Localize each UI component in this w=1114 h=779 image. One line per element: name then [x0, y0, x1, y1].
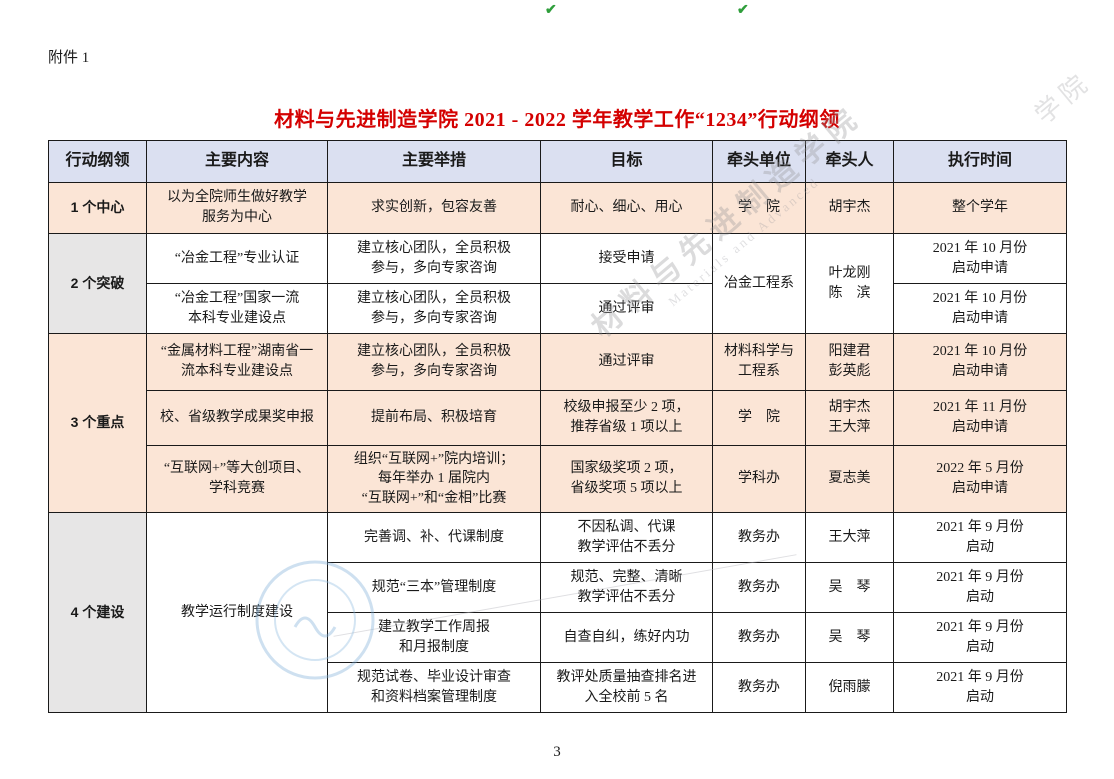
- table-row: 校、省级教学成果奖申报 提前布局、积极培育 校级申报至少 2 项， 推荐省级 1…: [49, 390, 1067, 446]
- cell-lead-unit: 冶金工程系: [712, 233, 806, 334]
- cell-time: 2021 年 10 月份 启动申请: [893, 233, 1067, 284]
- cell-content: 以为全院师生做好教学 服务为中心: [146, 182, 328, 234]
- header-main-measures: 主要举措: [327, 140, 541, 183]
- cell-measure: 规范“三本”管理制度: [327, 562, 541, 613]
- cell-lead-person: 叶龙刚 陈 滨: [805, 233, 894, 334]
- header-goal: 目标: [540, 140, 713, 183]
- cell-measure: 建立核心团队，全员积极 参与，多向专家咨询: [327, 333, 541, 391]
- cell-lead-unit: 学 院: [712, 390, 806, 446]
- cell-lead-person: 倪雨朦: [805, 662, 894, 713]
- cell-goal: 接受申请: [540, 233, 713, 284]
- table-row: 3 个重点 “金属材料工程”湖南省一 流本科专业建设点 建立核心团队，全员积极 …: [48, 333, 1067, 513]
- cell-time: 2021 年 10 月份 启动申请: [893, 283, 1067, 334]
- cell-content: “金属材料工程”湖南省一 流本科专业建设点: [146, 333, 328, 391]
- cell-lead-person: 夏志美: [805, 445, 894, 513]
- cell-lead-person: 吴 琴: [805, 562, 894, 613]
- cell-time: 2022 年 5 月份 启动申请: [893, 445, 1067, 513]
- cell-measure: 建立教学工作周报 和月报制度: [327, 612, 541, 663]
- cell-measure: 规范试卷、毕业设计审查 和资料档案管理制度: [327, 662, 541, 713]
- page-number: 3: [553, 744, 561, 760]
- cell-lead-person: 阳建君 彭英彪: [805, 333, 894, 391]
- cell-time: 整个学年: [893, 182, 1067, 234]
- cell-lead-unit: 教务办: [712, 612, 806, 663]
- cell-time: 2021 年 11 月份 启动申请: [893, 390, 1067, 446]
- cell-lead-unit: 材料科学与 工程系: [712, 333, 806, 391]
- cell-time: 2021 年 9 月份 启动: [893, 612, 1067, 663]
- cell-measure: 建立核心团队，全员积极 参与，多向专家咨询: [327, 233, 541, 284]
- cell-goal: 教评处质量抽查排名进 入全校前 5 名: [540, 662, 713, 713]
- cell-goal: 国家级奖项 2 项， 省级奖项 5 项以上: [540, 445, 713, 513]
- green-check-icon: ✔: [737, 3, 749, 18]
- cell-content: “互联网+”等大创项目、 学科竞赛: [146, 445, 328, 513]
- attachment-label: 附件 1: [48, 50, 90, 66]
- section-label-1-center: 1 个中心: [48, 182, 147, 234]
- table-row: 2 个突破 “冶金工程”专业认证 建立核心团队，全员积极 参与，多向专家咨询 接…: [48, 233, 1067, 334]
- section-label-3-priorities: 3 个重点: [48, 333, 147, 513]
- section-label-4-constructions: 4 个建设: [48, 512, 147, 713]
- cell-measure: 组织“互联网+”院内培训； 每年举办 1 届院内 “互联网+”和“金相”比赛: [327, 445, 541, 513]
- header-main-content: 主要内容: [146, 140, 328, 183]
- header-lead-unit: 牵头单位: [712, 140, 806, 183]
- cell-lead-person: 吴 琴: [805, 612, 894, 663]
- cell-lead-unit: 教务办: [712, 662, 806, 713]
- table-row: 1 个中心 以为全院师生做好教学 服务为中心 求实创新，包容友善 耐心、细心、用…: [48, 182, 1067, 234]
- cell-goal: 不因私调、代课 教学评估不丢分: [540, 512, 713, 563]
- cell-measure: 完善调、补、代课制度: [327, 512, 541, 563]
- cell-lead-unit: 教务办: [712, 562, 806, 613]
- cell-lead-person: 胡宇杰: [805, 182, 894, 234]
- cell-content: 教学运行制度建设: [146, 512, 328, 713]
- cell-content: 校、省级教学成果奖申报: [146, 390, 328, 446]
- cell-goal: 通过评审: [540, 333, 713, 391]
- page-title: 材料与先进制造学院 2021 - 2022 学年教学工作“1234”行动纲领: [274, 109, 840, 131]
- table-row: “冶金工程”国家一流 本科专业建设点 建立核心团队，全员积极 参与，多向专家咨询…: [49, 283, 1067, 334]
- cell-measure: 求实创新，包容友善: [327, 182, 541, 234]
- table-row: 规范“三本”管理制度 规范、完整、清晰 教学评估不丢分 教务办 吴 琴 2021…: [49, 562, 1067, 613]
- action-program-table: 行动纲领 主要内容 主要举措 目标 牵头单位 牵头人 执行时间 1 个中心 以为…: [48, 140, 1067, 713]
- cell-lead-unit: 学 院: [712, 182, 806, 234]
- cell-goal: 耐心、细心、用心: [540, 182, 713, 234]
- header-lead-person: 牵头人: [805, 140, 894, 183]
- cell-content: “冶金工程”专业认证: [146, 233, 328, 284]
- header-action-program: 行动纲领: [48, 140, 147, 183]
- cell-content: “冶金工程”国家一流 本科专业建设点: [146, 283, 328, 334]
- cell-goal: 校级申报至少 2 项， 推荐省级 1 项以上: [540, 390, 713, 446]
- header-execution-time: 执行时间: [893, 140, 1067, 183]
- cell-goal: 规范、完整、清晰 教学评估不丢分: [540, 562, 713, 613]
- cell-lead-person: 王大萍: [805, 512, 894, 563]
- cell-time: 2021 年 9 月份 启动: [893, 562, 1067, 613]
- cell-lead-unit: 教务办: [712, 512, 806, 563]
- cell-time: 2021 年 9 月份 启动: [893, 662, 1067, 713]
- cell-time: 2021 年 9 月份 启动: [893, 512, 1067, 563]
- section-label-2-breakthroughs: 2 个突破: [48, 233, 147, 334]
- cell-lead-person: 胡宇杰 王大萍: [805, 390, 894, 446]
- green-check-icon: ✔: [545, 3, 557, 18]
- table-row: 4 个建设 教学运行制度建设 完善调、补、代课制度 不因私调、代课 教学评估不丢…: [48, 512, 1067, 713]
- table-row: “互联网+”等大创项目、 学科竞赛 组织“互联网+”院内培训； 每年举办 1 届…: [49, 445, 1067, 513]
- cell-measure: 建立核心团队，全员积极 参与，多向专家咨询: [327, 283, 541, 334]
- cell-lead-unit: 学科办: [712, 445, 806, 513]
- table-header-row: 行动纲领 主要内容 主要举措 目标 牵头单位 牵头人 执行时间: [48, 140, 1067, 183]
- cell-time: 2021 年 10 月份 启动申请: [893, 333, 1067, 391]
- cell-goal: 自查自纠，练好内功: [540, 612, 713, 663]
- cell-measure: 提前布局、积极培育: [327, 390, 541, 446]
- table-row: 规范试卷、毕业设计审查 和资料档案管理制度 教评处质量抽查排名进 入全校前 5 …: [49, 662, 1067, 713]
- cell-goal: 通过评审: [540, 283, 713, 334]
